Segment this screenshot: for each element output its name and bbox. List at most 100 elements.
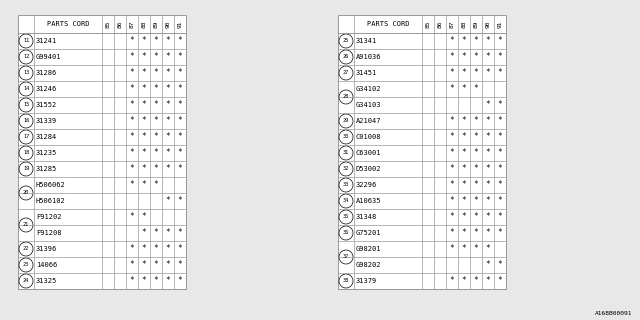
Text: *: * — [141, 164, 147, 173]
Text: *: * — [486, 196, 490, 205]
Text: 31325: 31325 — [36, 278, 57, 284]
Text: *: * — [141, 148, 147, 157]
Text: *: * — [486, 260, 490, 269]
Text: *: * — [450, 148, 454, 157]
Text: G98201: G98201 — [356, 246, 381, 252]
Text: *: * — [474, 36, 478, 45]
Text: *: * — [461, 180, 467, 189]
Text: *: * — [166, 52, 170, 61]
Text: *: * — [154, 68, 158, 77]
Text: G34103: G34103 — [356, 102, 381, 108]
Text: 22: 22 — [23, 246, 29, 252]
Text: 25: 25 — [343, 38, 349, 44]
Text: 29: 29 — [343, 118, 349, 124]
Text: *: * — [178, 36, 182, 45]
Text: *: * — [461, 196, 467, 205]
Text: PARTS CORD: PARTS CORD — [47, 21, 89, 27]
Text: *: * — [166, 276, 170, 285]
Text: PARTS CORD: PARTS CORD — [367, 21, 409, 27]
Text: *: * — [498, 164, 502, 173]
Text: *: * — [486, 36, 490, 45]
Text: 19: 19 — [23, 166, 29, 172]
Text: *: * — [166, 36, 170, 45]
Text: 31341: 31341 — [356, 38, 377, 44]
Text: 88: 88 — [141, 20, 147, 28]
Text: *: * — [461, 52, 467, 61]
Text: *: * — [154, 276, 158, 285]
Text: *: * — [141, 276, 147, 285]
Text: *: * — [130, 36, 134, 45]
Text: *: * — [154, 244, 158, 253]
Text: 31348: 31348 — [356, 214, 377, 220]
Text: *: * — [474, 196, 478, 205]
Text: 14066: 14066 — [36, 262, 57, 268]
Text: 31285: 31285 — [36, 166, 57, 172]
Text: *: * — [461, 164, 467, 173]
Text: *: * — [498, 196, 502, 205]
Text: *: * — [450, 36, 454, 45]
Text: *: * — [450, 116, 454, 125]
Text: *: * — [498, 36, 502, 45]
Bar — [338, 15, 506, 289]
Text: 89: 89 — [474, 20, 479, 28]
Text: *: * — [130, 276, 134, 285]
Text: 31235: 31235 — [36, 150, 57, 156]
Text: *: * — [450, 276, 454, 285]
Bar — [338, 15, 506, 289]
Text: *: * — [474, 148, 478, 157]
Text: *: * — [461, 116, 467, 125]
Text: *: * — [166, 68, 170, 77]
Text: *: * — [154, 100, 158, 109]
Text: 31451: 31451 — [356, 70, 377, 76]
Text: C01008: C01008 — [356, 134, 381, 140]
Text: *: * — [130, 212, 134, 221]
Text: *: * — [130, 52, 134, 61]
Text: *: * — [154, 52, 158, 61]
Text: 15: 15 — [23, 102, 29, 108]
Text: *: * — [474, 164, 478, 173]
Text: *: * — [141, 84, 147, 93]
Text: 23: 23 — [23, 262, 29, 268]
Text: 38: 38 — [343, 278, 349, 284]
Text: *: * — [154, 84, 158, 93]
Text: 86: 86 — [118, 20, 122, 28]
Text: G99401: G99401 — [36, 54, 61, 60]
Text: 31241: 31241 — [36, 38, 57, 44]
Text: 31246: 31246 — [36, 86, 57, 92]
Text: 31284: 31284 — [36, 134, 57, 140]
Text: 86: 86 — [438, 20, 442, 28]
Text: *: * — [498, 148, 502, 157]
Text: 33: 33 — [343, 182, 349, 188]
Text: 87: 87 — [449, 20, 454, 28]
Text: *: * — [461, 212, 467, 221]
Text: *: * — [498, 276, 502, 285]
Text: *: * — [498, 100, 502, 109]
Text: *: * — [474, 212, 478, 221]
Text: *: * — [461, 228, 467, 237]
Text: *: * — [178, 196, 182, 205]
Text: *: * — [474, 52, 478, 61]
Text: 89: 89 — [154, 20, 159, 28]
Text: *: * — [486, 132, 490, 141]
Text: 24: 24 — [23, 278, 29, 284]
Bar — [18, 15, 186, 289]
Text: F91202: F91202 — [36, 214, 61, 220]
Text: *: * — [178, 164, 182, 173]
Text: *: * — [166, 196, 170, 205]
Text: *: * — [141, 212, 147, 221]
Text: *: * — [486, 52, 490, 61]
Text: 28: 28 — [343, 94, 349, 100]
Text: H506102: H506102 — [36, 198, 66, 204]
Text: *: * — [141, 180, 147, 189]
Text: *: * — [141, 68, 147, 77]
Text: *: * — [450, 132, 454, 141]
Text: 32296: 32296 — [356, 182, 377, 188]
Text: *: * — [450, 244, 454, 253]
Text: *: * — [141, 132, 147, 141]
Text: *: * — [154, 36, 158, 45]
Text: 11: 11 — [23, 38, 29, 44]
Text: 31339: 31339 — [36, 118, 57, 124]
Text: G34102: G34102 — [356, 86, 381, 92]
Text: *: * — [474, 180, 478, 189]
Text: *: * — [130, 260, 134, 269]
